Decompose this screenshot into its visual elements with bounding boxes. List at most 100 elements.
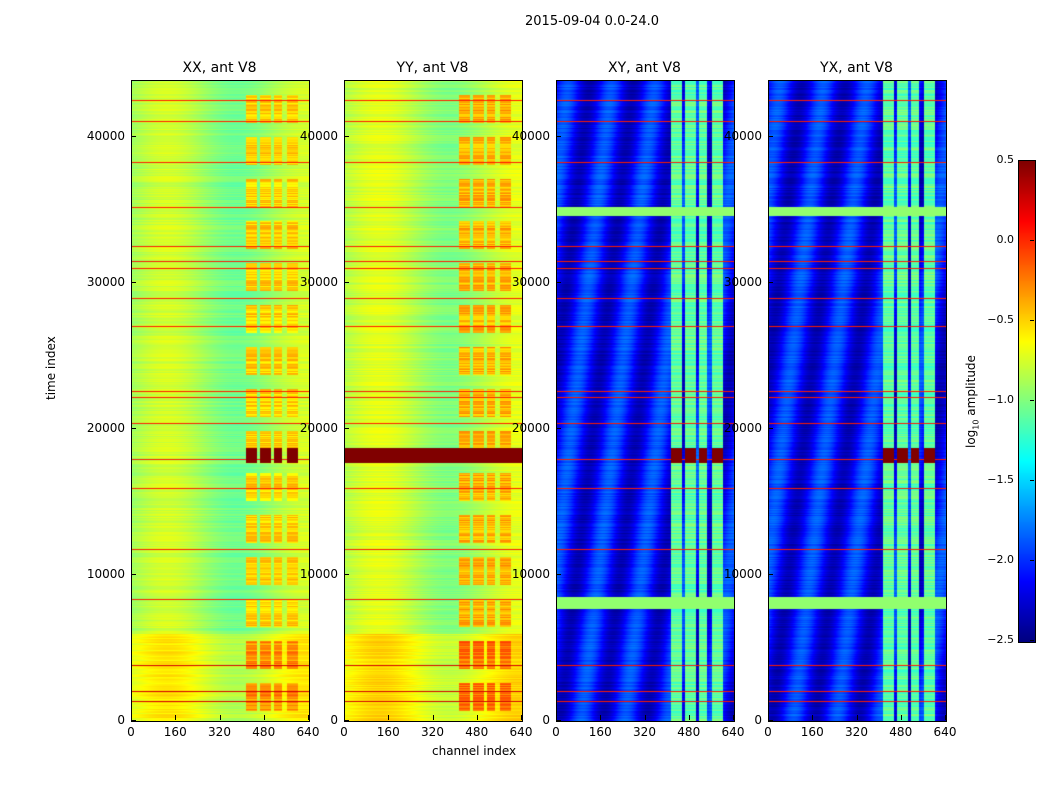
x-tick-mark (263, 715, 265, 720)
x-tick-label: 320 (845, 725, 868, 739)
y-tick-label: 0 (754, 713, 762, 727)
x-tick-label: 480 (889, 725, 913, 739)
y-tick-label: 20000 (511, 420, 550, 435)
x-tick-mark (644, 715, 646, 720)
y-tick-mark (131, 573, 136, 575)
x-tick-mark (812, 715, 814, 720)
x-tick-label: 480 (252, 725, 276, 739)
y-tick-mark (344, 573, 349, 575)
x-tick-mark (900, 715, 902, 720)
x-tick-mark (768, 715, 769, 720)
x-tick-mark (432, 715, 434, 720)
y-tick-label: 10000 (299, 566, 338, 581)
x-tick-mark (600, 715, 602, 720)
x-tick-mark (131, 715, 132, 720)
y-tick-mark (768, 135, 773, 137)
y-tick-mark (556, 720, 561, 721)
y-tick-label: 10000 (723, 566, 762, 581)
y-tick-mark (131, 281, 136, 283)
panel-title: YY, ant V8 (396, 60, 469, 76)
colorbar-tick-label: −1.5 (987, 473, 1014, 486)
y-tick-mark (344, 427, 349, 429)
colorbar-tick-label: −0.5 (987, 313, 1014, 326)
colorbar-tick-mark (1030, 160, 1034, 161)
x-tick-label: 0 (127, 725, 135, 739)
colorbar-tick-label: −2.5 (987, 633, 1014, 646)
colorbar-tick-mark (1030, 480, 1034, 481)
y-tick-label: 0 (330, 713, 338, 727)
y-tick-label: 20000 (299, 420, 338, 435)
heatmap-xx (131, 80, 310, 722)
x-tick-label: 160 (376, 725, 400, 739)
y-tick-label: 30000 (723, 274, 762, 289)
x-tick-label: 0 (764, 725, 772, 739)
heatmap-yy (344, 80, 523, 722)
y-tick-label: 20000 (86, 420, 125, 435)
y-tick-mark (556, 135, 561, 137)
x-tick-mark (733, 715, 734, 720)
y-tick-label: 30000 (299, 274, 338, 289)
x-axis-label: channel index (432, 744, 517, 758)
colorbar-tick-mark (1030, 240, 1034, 241)
x-tick-mark (556, 715, 557, 720)
y-tick-mark (556, 427, 561, 429)
x-tick-mark (175, 715, 177, 720)
colorbar (1018, 160, 1036, 643)
colorbar-tick-mark (1030, 400, 1034, 401)
x-tick-label: 160 (800, 725, 824, 739)
x-tick-label: 640 (933, 725, 957, 739)
y-tick-label: 0 (542, 713, 550, 727)
x-tick-mark (344, 715, 345, 720)
panel-title: XY, ant V8 (608, 60, 681, 76)
panel-title: XX, ant V8 (182, 60, 257, 76)
y-tick-mark (344, 135, 349, 137)
x-tick-label: 640 (509, 725, 533, 739)
y-tick-mark (556, 281, 561, 283)
x-tick-label: 480 (677, 725, 701, 739)
x-tick-label: 160 (588, 725, 612, 739)
y-tick-label: 20000 (723, 420, 762, 435)
y-tick-mark (556, 573, 561, 575)
y-tick-mark (768, 573, 773, 575)
colorbar-tick-label: −2.0 (987, 553, 1014, 566)
x-tick-mark (688, 715, 690, 720)
y-tick-mark (768, 281, 773, 283)
y-tick-label: 10000 (511, 566, 550, 581)
x-tick-mark (219, 715, 221, 720)
y-tick-label: 40000 (86, 128, 125, 143)
y-tick-label: 10000 (86, 566, 125, 581)
colorbar-tick-label: −1.0 (987, 393, 1014, 406)
x-tick-label: 320 (633, 725, 656, 739)
x-tick-mark (521, 715, 522, 720)
y-axis-label: time index (44, 336, 58, 400)
x-tick-label: 480 (465, 725, 489, 739)
y-tick-mark (131, 427, 136, 429)
colorbar-tick-mark (1030, 560, 1034, 561)
y-tick-label: 0 (117, 713, 125, 727)
x-tick-label: 0 (340, 725, 348, 739)
panel-title: YX, ant V8 (820, 60, 893, 76)
x-tick-mark (476, 715, 478, 720)
y-tick-mark (768, 427, 773, 429)
heatmap-yx (768, 80, 947, 722)
figure-title: 2015-09-04 0.0-24.0 (525, 14, 659, 29)
y-tick-label: 30000 (511, 274, 550, 289)
x-tick-label: 160 (163, 725, 187, 739)
x-tick-label: 320 (208, 725, 231, 739)
y-tick-label: 40000 (511, 128, 550, 143)
x-tick-mark (856, 715, 858, 720)
y-tick-mark (131, 720, 136, 721)
colorbar-tick-mark (1030, 320, 1034, 321)
x-tick-label: 640 (721, 725, 745, 739)
y-tick-mark (344, 720, 349, 721)
y-tick-mark (768, 720, 773, 721)
y-tick-mark (131, 135, 136, 137)
x-tick-mark (308, 715, 309, 720)
x-tick-label: 640 (296, 725, 320, 739)
x-tick-label: 0 (552, 725, 560, 739)
heatmap-xy (556, 80, 735, 722)
x-tick-mark (388, 715, 390, 720)
x-tick-label: 320 (421, 725, 444, 739)
y-tick-label: 30000 (86, 274, 125, 289)
